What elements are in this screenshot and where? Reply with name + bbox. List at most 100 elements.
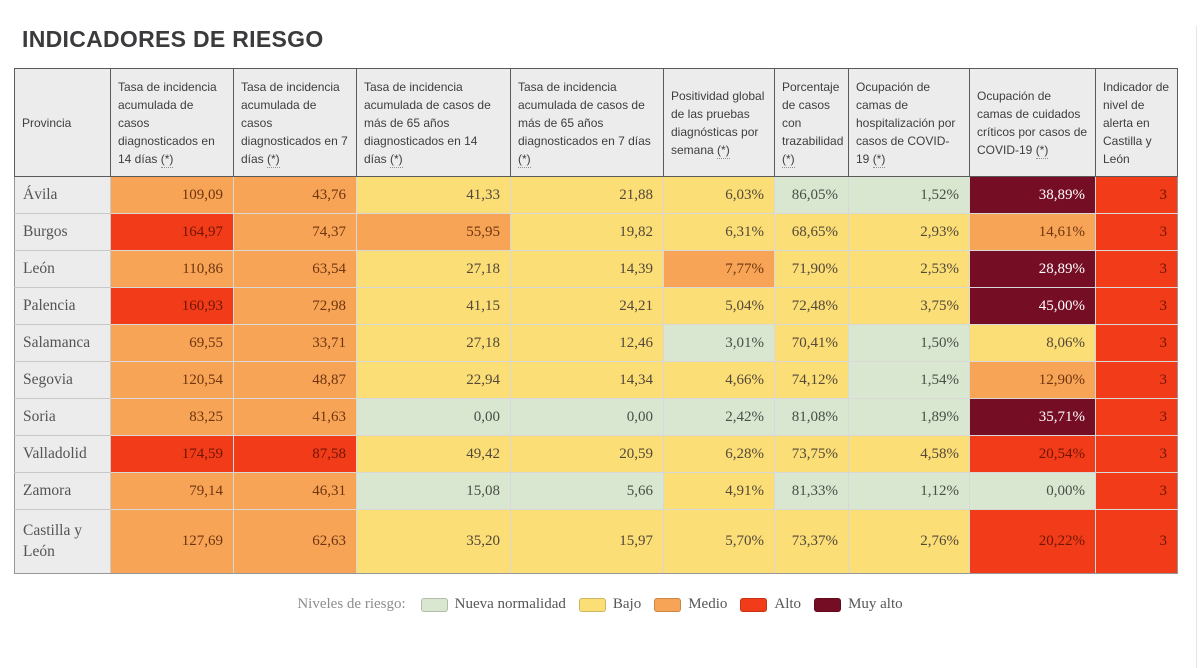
table-body: Ávila 109,09 43,76 41,33 21,88 6,03% 86,05% 1,5… bbox=[14, 176, 1178, 574]
table-row: Segovia 120,54 48,87 22,94 14,34 4,66% 74,12% 1… bbox=[14, 361, 1178, 399]
footnote-marker[interactable]: (*) bbox=[160, 151, 174, 168]
province-cell: Ávila bbox=[14, 176, 111, 214]
column-header-2: Tasa de incidencia acumulada de casos di… bbox=[110, 68, 234, 177]
value-cell: 2,53% bbox=[848, 250, 970, 288]
table-row: Castilla y León 127,69 62,63 35,20 15,97 5,70… bbox=[14, 509, 1178, 574]
value-cell: 21,88 bbox=[510, 176, 664, 214]
value-cell: 15,08 bbox=[356, 472, 511, 510]
table-row: Palencia 160,93 72,98 41,15 24,21 5,04% 72,48%… bbox=[14, 287, 1178, 325]
value-cell: 3 bbox=[1095, 472, 1178, 510]
value-cell: 48,87 bbox=[233, 361, 357, 399]
column-header-1: Provincia bbox=[14, 68, 111, 177]
value-cell: 110,86 bbox=[110, 250, 234, 288]
legend-label: Nueva normalidad bbox=[454, 596, 566, 612]
footnote-marker[interactable]: (*) bbox=[390, 151, 403, 168]
value-cell: 3,01% bbox=[663, 324, 775, 362]
province-cell: Salamanca bbox=[14, 324, 111, 362]
value-cell: 3 bbox=[1095, 287, 1178, 325]
province-cell: Valladolid bbox=[14, 435, 111, 473]
legend-label: Muy alto bbox=[848, 596, 903, 612]
footnote-marker[interactable]: (*) bbox=[717, 142, 730, 159]
footnote-marker[interactable]: (*) bbox=[518, 151, 531, 168]
value-cell: 72,48% bbox=[774, 287, 849, 325]
value-cell: 174,59 bbox=[110, 435, 234, 473]
column-header-3: Tasa de incidencia acumulada de casos di… bbox=[233, 68, 357, 177]
value-cell: 20,22% bbox=[969, 509, 1096, 574]
value-cell: 3 bbox=[1095, 250, 1178, 288]
value-cell: 4,58% bbox=[848, 435, 970, 473]
table-row: Ávila 109,09 43,76 41,33 21,88 6,03% 86,05% 1,5… bbox=[14, 176, 1178, 214]
value-cell: 1,54% bbox=[848, 361, 970, 399]
value-cell: 15,97 bbox=[510, 509, 664, 574]
value-cell: 120,54 bbox=[110, 361, 234, 399]
value-cell: 4,91% bbox=[663, 472, 775, 510]
value-cell: 20,59 bbox=[510, 435, 664, 473]
column-header-5: Tasa de incidencia acumulada de casos de… bbox=[510, 68, 664, 177]
table-row: Zamora 79,14 46,31 15,08 5,66 4,91% 81,33% 1,12… bbox=[14, 472, 1178, 510]
value-cell: 4,66% bbox=[663, 361, 775, 399]
value-cell: 6,31% bbox=[663, 213, 775, 251]
table-row: León 110,86 63,54 27,18 14,39 7,77% 71,90% 2,53… bbox=[14, 250, 1178, 288]
page-edge-divider bbox=[1196, 26, 1197, 668]
province-cell: Burgos bbox=[14, 213, 111, 251]
value-cell: 3 bbox=[1095, 361, 1178, 399]
value-cell: 73,75% bbox=[774, 435, 849, 473]
footnote-marker[interactable]: (*) bbox=[1035, 142, 1049, 159]
footnote-marker[interactable]: (*) bbox=[267, 151, 280, 168]
value-cell: 81,33% bbox=[774, 472, 849, 510]
value-cell: 5,70% bbox=[663, 509, 775, 574]
value-cell: 73,37% bbox=[774, 509, 849, 574]
value-cell: 33,71 bbox=[233, 324, 357, 362]
legend-label: Medio bbox=[688, 596, 728, 612]
value-cell: 83,25 bbox=[110, 398, 234, 436]
legend-item-bajo: Bajo bbox=[578, 596, 641, 613]
footnote-marker[interactable]: (*) bbox=[872, 151, 886, 168]
value-cell: 71,90% bbox=[774, 250, 849, 288]
column-header-6: Positividad global de las pruebas diagnó… bbox=[663, 68, 775, 177]
value-cell: 3 bbox=[1095, 213, 1178, 251]
column-header-4: Tasa de incidencia acumulada de casos de… bbox=[356, 68, 511, 177]
legend-item-nueva: Nueva normalidad bbox=[420, 596, 566, 613]
table-row: Salamanca 69,55 33,71 27,18 12,46 3,01% 70,41%… bbox=[14, 324, 1178, 362]
table-container: Provincia Tasa de incidencia acumulada de… bbox=[14, 68, 1200, 574]
value-cell: 55,95 bbox=[356, 213, 511, 251]
page-title: INDICADORES DE RIESGO bbox=[22, 26, 324, 52]
value-cell: 86,05% bbox=[774, 176, 849, 214]
value-cell: 1,52% bbox=[848, 176, 970, 214]
value-cell: 160,93 bbox=[110, 287, 234, 325]
value-cell: 72,98 bbox=[233, 287, 357, 325]
value-cell: 63,54 bbox=[233, 250, 357, 288]
value-cell: 27,18 bbox=[356, 324, 511, 362]
value-cell: 3 bbox=[1095, 176, 1178, 214]
table-row: Burgos 164,97 74,37 55,95 19,82 6,31% 68,65% 2,… bbox=[14, 213, 1178, 251]
value-cell: 70,41% bbox=[774, 324, 849, 362]
legend-swatch-medio bbox=[654, 597, 682, 612]
value-cell: 6,28% bbox=[663, 435, 775, 473]
value-cell: 35,20 bbox=[356, 509, 511, 574]
value-cell: 3,75% bbox=[848, 287, 970, 325]
value-cell: 0,00 bbox=[356, 398, 511, 436]
legend-swatch-muy_alto bbox=[814, 597, 842, 612]
legend-swatch-nueva bbox=[420, 597, 448, 612]
legend-swatch-bajo bbox=[578, 597, 606, 612]
risk-indicators-table: Provincia Tasa de incidencia acumulada de… bbox=[14, 68, 1178, 574]
value-cell: 69,55 bbox=[110, 324, 234, 362]
column-header-10: Indicador de nivel de alerta en Castilla… bbox=[1095, 68, 1178, 177]
value-cell: 62,63 bbox=[233, 509, 357, 574]
value-cell: 5,04% bbox=[663, 287, 775, 325]
value-cell: 81,08% bbox=[774, 398, 849, 436]
value-cell: 127,69 bbox=[110, 509, 234, 574]
province-cell: Segovia bbox=[14, 361, 111, 399]
value-cell: 45,00% bbox=[969, 287, 1096, 325]
legend-item-muy_alto: Muy alto bbox=[814, 596, 903, 613]
value-cell: 74,12% bbox=[774, 361, 849, 399]
province-cell: Soria bbox=[14, 398, 111, 436]
legend-label: Alto bbox=[774, 596, 802, 612]
footnote-marker[interactable]: (*) bbox=[782, 151, 795, 168]
value-cell: 20,54% bbox=[969, 435, 1096, 473]
column-header-7: Porcentaje de casos con trazabilidad (*) bbox=[774, 68, 849, 177]
legend-item-medio: Medio bbox=[654, 596, 727, 613]
province-cell: Zamora bbox=[14, 472, 111, 510]
value-cell: 68,65% bbox=[774, 213, 849, 251]
value-cell: 2,76% bbox=[848, 509, 970, 574]
